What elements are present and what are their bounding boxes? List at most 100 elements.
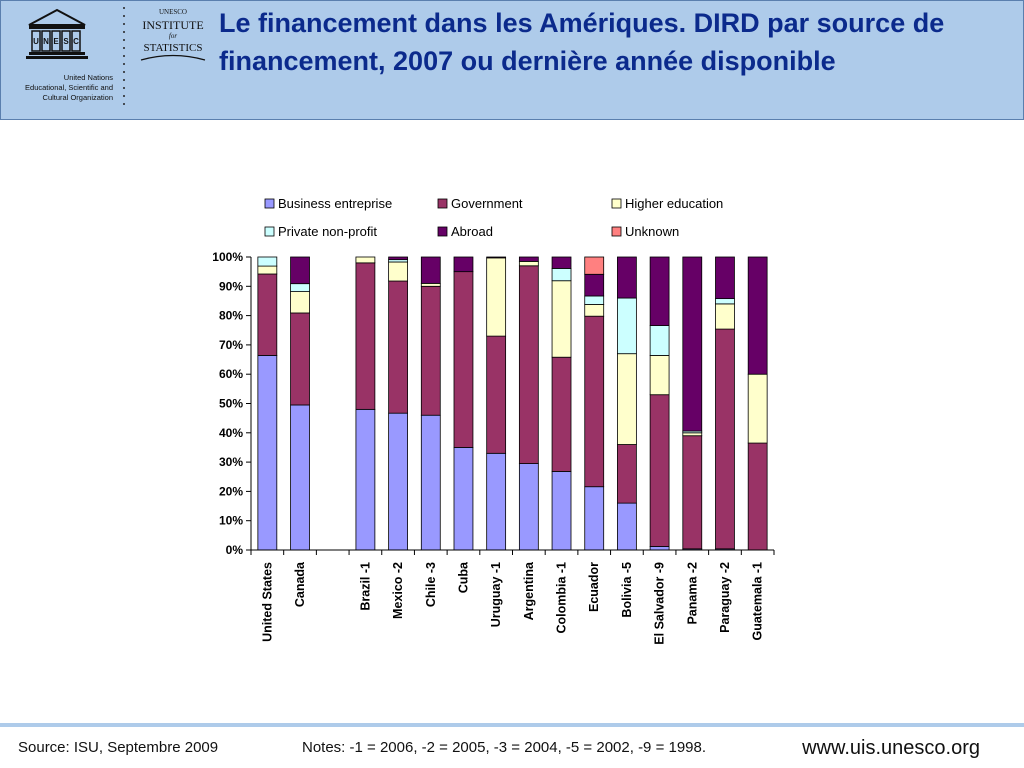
footer-divider <box>0 723 1024 727</box>
legend-swatch-1 <box>437 198 448 209</box>
bar-0-series-2 <box>257 265 278 275</box>
x-tick-label-12: El Salvador -9 <box>653 562 667 645</box>
legend-label-0: Business entreprise <box>278 196 392 211</box>
bar-12-series-2 <box>649 355 670 396</box>
y-tick-label-4: 40% <box>219 426 243 440</box>
bar-7-series-0 <box>486 452 507 551</box>
bar-10-series-4 <box>584 273 605 297</box>
legend-label-4: Abroad <box>451 224 493 239</box>
bar-7-series-1 <box>486 335 507 454</box>
bar-5-series-1 <box>420 285 441 416</box>
bar-6-series-4 <box>453 256 474 273</box>
bar-11-series-4 <box>617 256 637 299</box>
svg-text:C: C <box>73 37 79 46</box>
y-tick-label-9: 90% <box>219 279 243 293</box>
source-note: Source: ISU, Septembre 2009 <box>18 739 219 756</box>
bar-8-series-2 <box>518 260 539 267</box>
bar-12-series-3 <box>649 325 670 356</box>
legend-swatch-3 <box>264 226 275 237</box>
legend-swatch-0 <box>264 198 275 209</box>
x-tick-label-9: Colombia -1 <box>555 562 569 634</box>
bar-15-series-2 <box>747 373 768 444</box>
stacked-bar-chart: Business entreprise Government Higher educ… <box>212 196 775 645</box>
bar-10-series-0 <box>584 486 605 551</box>
x-tick-label-0: United States <box>260 562 274 642</box>
bar-6-series-0 <box>453 447 474 551</box>
bar-13-series-4 <box>682 256 703 432</box>
x-tick-label-1: Canada <box>293 561 307 607</box>
bar-5-series-0 <box>420 414 441 551</box>
bar-8-series-4 <box>518 256 539 262</box>
bar-3-series-0 <box>355 408 376 551</box>
bar-11-series-1 <box>617 444 637 504</box>
bar-14-series-1 <box>715 328 735 550</box>
org-line-2: Educational, Scientific and <box>25 83 113 92</box>
bar-12-series-0 <box>649 546 670 551</box>
x-tick-label-6: Cuba <box>456 561 470 593</box>
bar-1-series-1 <box>290 312 310 406</box>
bar-9-series-4 <box>551 256 572 269</box>
bars <box>257 256 768 551</box>
y-tick-label-6: 60% <box>219 367 243 381</box>
x-tick-label-7: Uruguay -1 <box>489 562 503 627</box>
bar-10-series-5 <box>584 256 605 275</box>
bar-13-series-2 <box>682 432 703 437</box>
bar-0-series-0 <box>257 355 278 551</box>
legend-label-5: Unknown <box>625 224 679 239</box>
year-notes: Notes: -1 = 2006, -2 = 2005, -3 = 2004, … <box>302 739 707 756</box>
bar-14-series-3 <box>715 298 735 305</box>
bar-13-series-1 <box>682 435 703 550</box>
x-tick-label-5: Chile -3 <box>424 562 438 607</box>
bar-14-series-2 <box>715 303 735 330</box>
chart-legend: Business entreprise Government Higher educ… <box>264 196 723 239</box>
legend-label-2: Higher education <box>625 196 723 211</box>
bar-12-series-1 <box>649 394 670 547</box>
bar-8-series-0 <box>518 463 539 551</box>
svg-text:E: E <box>53 37 59 46</box>
bar-9-series-2 <box>551 280 572 358</box>
x-tick-label-8: Argentina <box>522 561 536 620</box>
bar-8-series-1 <box>518 265 539 464</box>
bar-14-series-4 <box>715 256 735 300</box>
y-tick-label-2: 20% <box>219 484 243 498</box>
legend-label-1: Government <box>451 196 523 211</box>
legend-swatch-2 <box>611 198 622 209</box>
bar-10-series-1 <box>584 315 605 488</box>
org-line-3: Cultural Organization <box>43 93 113 102</box>
y-tick-label-1: 10% <box>219 514 243 528</box>
x-tick-label-11: Bolivia -5 <box>620 562 634 618</box>
header-banner: U N E S C United Nations Educational, Sc… <box>0 0 1024 120</box>
bar-9-series-1 <box>551 356 572 472</box>
legend-swatch-5 <box>611 226 622 237</box>
x-axis: United States Canada Brazil -1 Mexico -2 Chi… <box>250 549 775 645</box>
bar-12-series-4 <box>649 256 670 326</box>
uis-logo-line-4: STATISTICS <box>143 42 202 54</box>
bar-1-series-2 <box>290 291 310 314</box>
legend-swatch-4 <box>437 226 448 237</box>
bar-9-series-3 <box>551 268 572 282</box>
bar-15-series-4 <box>747 256 768 375</box>
uis-logo-line-3: for <box>169 32 177 40</box>
bar-5-series-4 <box>420 256 441 284</box>
x-tick-label-13: Panama -2 <box>685 562 699 625</box>
bar-6-series-1 <box>453 271 474 448</box>
bar-4-series-4 <box>388 256 408 261</box>
bar-7-series-2 <box>486 257 507 337</box>
page-title: Le financement dans les Amériques. DIRD … <box>219 8 945 76</box>
y-tick-label-8: 80% <box>219 309 243 323</box>
x-tick-label-10: Ecuador <box>587 562 601 612</box>
bar-15-series-1 <box>747 442 768 551</box>
bar-10-series-3 <box>584 295 605 305</box>
y-tick-label-3: 30% <box>219 455 243 469</box>
bar-4-series-0 <box>388 412 408 551</box>
website-link[interactable]: www.uis.unesco.org <box>802 737 980 759</box>
uis-logo: UNESCO INSTITUTE for STATISTICS <box>140 8 206 61</box>
bar-1-series-3 <box>290 283 310 292</box>
svg-text:U: U <box>33 37 39 46</box>
bar-3-series-2 <box>355 256 376 264</box>
x-tick-label-3: Brazil -1 <box>358 562 372 611</box>
bar-4-series-1 <box>388 280 408 414</box>
bar-1-series-0 <box>290 404 310 551</box>
x-tick-label-14: Paraguay -2 <box>718 562 732 633</box>
y-tick-label-5: 50% <box>219 397 243 411</box>
